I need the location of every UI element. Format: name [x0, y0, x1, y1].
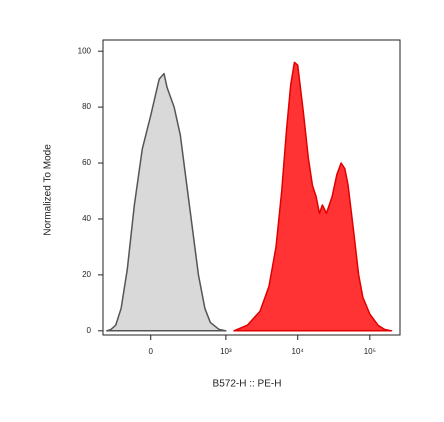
x-tick-label: 10⁵ [364, 347, 376, 356]
y-tick-label: 80 [82, 102, 91, 111]
plot-frame [102, 39, 401, 336]
x-axis-title: B572-H :: PE-H [213, 379, 282, 390]
y-tick-label: 60 [82, 158, 91, 167]
x-tick-label: 0 [148, 347, 153, 356]
histogram-area [233, 61, 393, 332]
y-tick-label: 20 [82, 270, 91, 279]
y-tick-label: 100 [78, 46, 92, 55]
histogram-area [106, 72, 227, 332]
y-tick-label: 40 [82, 214, 91, 223]
y-tick-label: 0 [87, 326, 92, 335]
y-axis-title: Normalized To Mode [43, 144, 54, 236]
x-tick-label: 10³ [220, 347, 232, 356]
x-tick-label: 10⁴ [292, 347, 305, 356]
